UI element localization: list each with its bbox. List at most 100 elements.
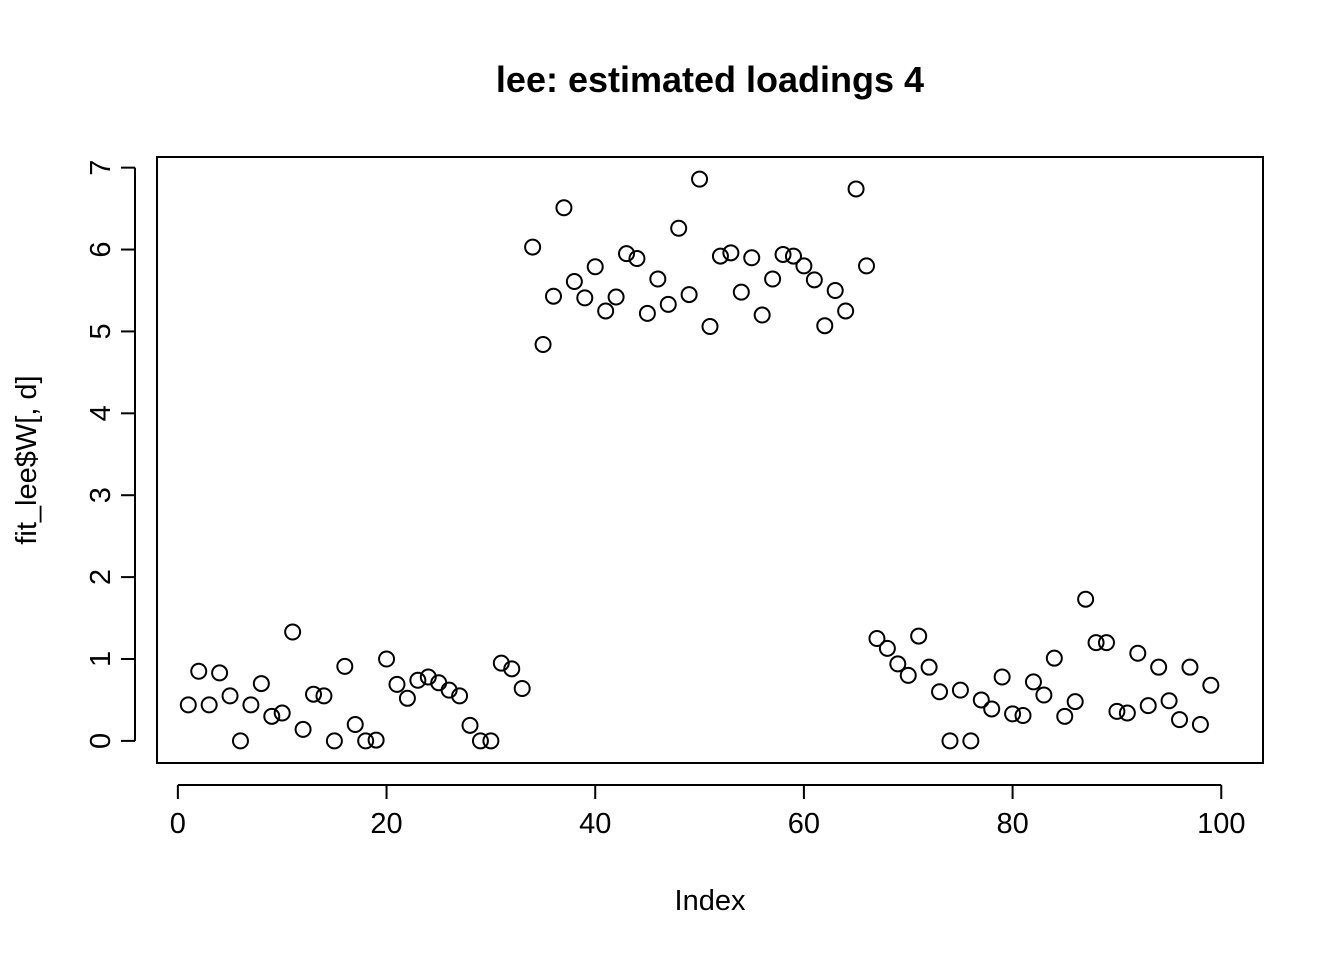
x-tick-label: 100 xyxy=(1197,808,1245,840)
data-point xyxy=(711,247,729,265)
data-point xyxy=(513,679,531,697)
data-point xyxy=(784,247,802,265)
data-point xyxy=(1045,649,1063,667)
data-point xyxy=(649,270,667,288)
data-point xyxy=(1202,676,1220,694)
data-point xyxy=(774,245,792,263)
data-point xyxy=(398,689,416,707)
data-point xyxy=(805,271,823,289)
data-point xyxy=(576,289,594,307)
x-tick-label: 80 xyxy=(996,808,1028,840)
data-point xyxy=(190,662,208,680)
data-point xyxy=(691,170,709,188)
data-point xyxy=(983,700,1001,718)
data-point xyxy=(858,257,876,275)
data-point xyxy=(753,306,771,324)
data-point xyxy=(367,731,385,749)
data-point xyxy=(628,250,646,268)
data-point xyxy=(305,685,323,703)
data-point xyxy=(284,623,302,641)
data-point xyxy=(722,244,740,262)
data-point xyxy=(607,288,625,306)
data-point xyxy=(524,238,542,256)
data-point xyxy=(221,687,239,705)
data-point xyxy=(503,660,521,678)
data-point xyxy=(659,295,677,313)
data-point xyxy=(1118,704,1136,722)
y-tick-label: 4 xyxy=(85,405,117,421)
data-point xyxy=(1087,634,1105,652)
x-tick-label: 0 xyxy=(170,808,186,840)
data-point xyxy=(795,257,813,275)
y-axis-label: fit_lee$W[, d] xyxy=(11,375,43,544)
data-point xyxy=(231,732,249,750)
data-point xyxy=(1171,711,1189,729)
data-point xyxy=(419,668,437,686)
data-point xyxy=(889,655,907,673)
data-point xyxy=(618,245,636,263)
data-point xyxy=(1024,673,1042,691)
y-tick-label: 6 xyxy=(85,241,117,257)
data-point xyxy=(826,281,844,299)
data-point xyxy=(409,671,427,689)
x-tick-label: 20 xyxy=(370,808,402,840)
data-point xyxy=(1056,707,1074,725)
data-point xyxy=(273,704,291,722)
data-point xyxy=(680,286,698,304)
data-point xyxy=(336,657,354,675)
data-point xyxy=(910,627,928,645)
y-tick-label: 2 xyxy=(85,569,117,585)
y-tick-label: 7 xyxy=(85,160,117,176)
data-point xyxy=(1139,697,1157,715)
data-point xyxy=(586,258,604,276)
data-points xyxy=(179,170,1220,750)
data-point xyxy=(440,681,458,699)
y-axis: 0 1 2 3 4 5 6 7 xyxy=(85,160,136,749)
y-tick-label: 3 xyxy=(85,487,117,503)
data-point xyxy=(544,287,562,305)
data-point xyxy=(1097,634,1115,652)
data-point xyxy=(492,654,510,672)
data-point xyxy=(597,302,615,320)
data-point xyxy=(263,707,281,725)
data-point xyxy=(701,318,719,336)
data-point xyxy=(941,732,959,750)
data-point xyxy=(931,683,949,701)
data-point xyxy=(1191,716,1209,734)
data-point xyxy=(1077,590,1095,608)
data-point xyxy=(1181,658,1199,676)
data-point xyxy=(878,639,896,657)
y-tick-label: 5 xyxy=(85,323,117,339)
data-point xyxy=(200,696,218,714)
y-tick-label: 0 xyxy=(85,733,117,749)
data-point xyxy=(1160,692,1178,710)
data-point xyxy=(732,283,750,301)
data-point xyxy=(294,720,312,738)
data-point xyxy=(1035,686,1053,704)
data-point xyxy=(1150,658,1168,676)
data-point xyxy=(242,696,260,714)
data-point xyxy=(743,249,761,267)
data-point xyxy=(565,272,583,290)
data-point xyxy=(357,732,375,750)
data-point xyxy=(179,696,197,714)
data-point xyxy=(1004,705,1022,723)
x-tick-label: 60 xyxy=(788,808,820,840)
data-point xyxy=(388,675,406,693)
data-point xyxy=(1066,693,1084,711)
plot-area xyxy=(156,156,1264,764)
data-point xyxy=(847,180,865,198)
chart-title: lee: estimated loadings 4 xyxy=(496,59,924,100)
data-point xyxy=(1129,644,1147,662)
data-point xyxy=(325,732,343,750)
data-point xyxy=(951,681,969,699)
data-point xyxy=(837,302,855,320)
data-point xyxy=(346,716,364,734)
data-point xyxy=(962,732,980,750)
data-point xyxy=(993,668,1011,686)
data-point xyxy=(471,732,489,750)
data-point xyxy=(482,732,500,750)
data-point xyxy=(451,687,469,705)
data-point xyxy=(972,691,990,709)
